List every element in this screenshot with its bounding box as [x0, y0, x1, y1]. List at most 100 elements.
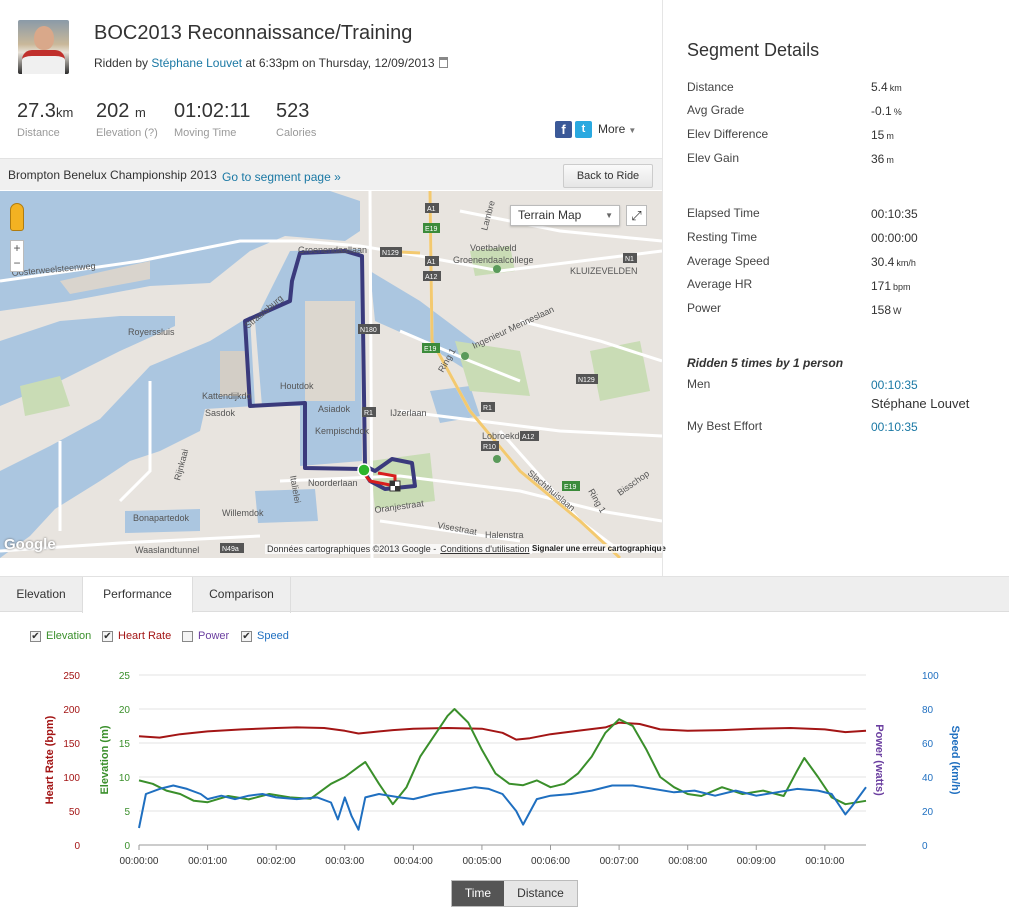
checkbox[interactable]: ✔	[102, 630, 113, 642]
google-logo[interactable]: Google	[4, 536, 56, 553]
detail-value: 158 W	[871, 303, 902, 317]
tab-performance[interactable]: Performance	[83, 577, 193, 613]
legend-power[interactable]: Power	[182, 630, 229, 642]
chart-svg[interactable]: 0501001502002500510152025020406080100Hea…	[0, 655, 1009, 875]
svg-text:N129: N129	[382, 250, 399, 257]
segment-name: Brompton Benelux Championship 2013	[8, 168, 217, 182]
map-attribution: Données cartographiques ©2013 Google - Co…	[265, 544, 532, 554]
athlete-link[interactable]: Stéphane Louvet	[151, 56, 243, 70]
svg-text:N129: N129	[578, 377, 595, 384]
x-tick-label: 00:03:00	[325, 856, 364, 867]
avatar-face	[34, 26, 54, 50]
detail-value: 36 m	[871, 152, 894, 166]
y-tick-label-speed: 0	[922, 841, 928, 852]
y-tick-label-speed: 40	[922, 773, 934, 784]
map-type-label: Terrain Map	[518, 208, 582, 222]
detail-label: Average HR	[687, 277, 753, 291]
x-tick-label: 00:06:00	[531, 856, 570, 867]
more-button[interactable]: More ▼	[598, 122, 636, 136]
detail-label: Elev Difference	[687, 127, 769, 141]
x-tick-label: 00:02:00	[257, 856, 296, 867]
zoom-control: + −	[10, 240, 24, 272]
best-effort-label: My Best Effort	[687, 419, 763, 433]
map-type-select[interactable]: Terrain Map ▼	[510, 205, 620, 226]
avatar[interactable]	[18, 20, 69, 74]
map-label: Visestraat	[437, 520, 478, 537]
street-view-pegman-icon[interactable]	[10, 203, 24, 231]
stat-label[interactable]: Elevation (?)	[96, 127, 158, 139]
terms-link[interactable]: Conditions d'utilisation	[440, 544, 530, 554]
road-shield: A1	[425, 256, 439, 266]
x-tick-label: 00:01:00	[188, 856, 227, 867]
time-toggle-button[interactable]: Time	[452, 881, 504, 906]
facebook-icon[interactable]: f	[555, 120, 572, 138]
value: 30.4	[871, 255, 895, 269]
map-canvas[interactable]: Oosterweelsteenweg Royerssluis Kattendij…	[0, 191, 662, 558]
detail-label: Elapsed Time	[687, 206, 760, 220]
legend-heart-rate[interactable]: ✔ Heart Rate	[102, 630, 171, 642]
ride-datetime: at 6:33pm on Thursday, 12/09/2013	[245, 56, 435, 70]
series-line-speed	[138, 784, 867, 831]
map-label: Noorderlaan	[308, 478, 358, 488]
map-label: Groenendaallaan	[298, 245, 367, 255]
value: 00:10:35	[871, 207, 918, 221]
legend-elevation[interactable]: ✔ Elevation	[30, 630, 91, 642]
calendar-icon[interactable]	[438, 57, 448, 68]
chevron-down-icon: ▼	[628, 126, 637, 135]
stat-value: 27.3	[17, 100, 56, 122]
stat-value: 202	[96, 100, 130, 122]
y-tick-label-elevation: 25	[119, 671, 131, 682]
segment-map[interactable]: Oosterweelsteenweg Royerssluis Kattendij…	[0, 191, 662, 558]
best-effort-time-link[interactable]: 00:10:35	[871, 420, 918, 434]
y-tick-label-heart_rate: 50	[69, 807, 81, 818]
zoom-out-button[interactable]: −	[13, 256, 21, 270]
performance-chart[interactable]: 0 50 100 150 200 250 0 5 10 15 20 25 0 20 40 60 80 100 Hea…	[0, 655, 1009, 875]
svg-text:A1: A1	[427, 259, 436, 266]
road-shield: A12	[520, 431, 539, 441]
y-tick-label-speed: 60	[922, 739, 934, 750]
checkbox[interactable]: ✔	[30, 630, 41, 642]
value: 158	[871, 303, 892, 317]
back-to-ride-button[interactable]: Back to Ride	[563, 164, 653, 188]
y-tick-label-heart_rate: 150	[63, 739, 80, 750]
report-map-error-link[interactable]: Signaler une erreur cartographique	[530, 544, 668, 553]
detail-value: -0.1%	[871, 104, 902, 118]
legend-speed[interactable]: ✔ Speed	[241, 630, 289, 642]
men-label: Men	[687, 377, 711, 391]
unit: m	[886, 131, 894, 141]
map-label: Voetbalveld	[470, 243, 517, 253]
unit: m	[886, 155, 894, 165]
stat-value: 523	[276, 100, 310, 122]
detail-value: 00:10:35	[871, 207, 918, 221]
value: 171	[871, 279, 892, 293]
value: 36	[871, 152, 885, 166]
men-time-link[interactable]: 00:10:35	[871, 378, 918, 392]
twitter-icon[interactable]: t	[575, 120, 592, 138]
tab-elevation[interactable]: Elevation	[0, 577, 83, 613]
checkbox[interactable]: ✔	[241, 630, 252, 642]
unit: km/h	[896, 258, 916, 268]
x-tick-label: 00:07:00	[600, 856, 639, 867]
fullscreen-icon[interactable]: ⤢	[626, 205, 647, 226]
go-to-segment-link[interactable]: Go to segment page »	[222, 170, 341, 184]
zoom-in-button[interactable]: +	[13, 241, 21, 255]
stat-unit: km	[55, 105, 74, 120]
detail-label: Average Speed	[687, 254, 770, 268]
tab-comparison[interactable]: Comparison	[193, 577, 291, 613]
stat-elevation: 202 m Elevation (?)	[96, 100, 158, 139]
legend-label: Speed	[257, 630, 289, 642]
axis-title-power: Power (watts)	[873, 724, 885, 796]
activity-header: BOC2013 Reconnaissance/Training Ridden b…	[0, 0, 662, 158]
men-leader-name[interactable]: Stéphane Louvet	[871, 396, 970, 411]
road-shield: N49a	[220, 543, 244, 553]
y-tick-label-speed: 20	[922, 807, 934, 818]
distance-toggle-button[interactable]: Distance	[504, 881, 577, 906]
road-shield: N129	[576, 374, 598, 384]
y-tick-label-heart_rate: 0	[74, 841, 80, 852]
segment-details-panel: Segment Details Distance 5.4 km Avg Grade…	[662, 0, 1009, 576]
series-line-heart-rate	[138, 721, 867, 741]
checkbox[interactable]	[182, 630, 193, 642]
y-tick-label-heart_rate: 100	[63, 773, 80, 784]
svg-text:N49a: N49a	[222, 546, 239, 553]
map-label: Sasdok	[205, 408, 236, 418]
